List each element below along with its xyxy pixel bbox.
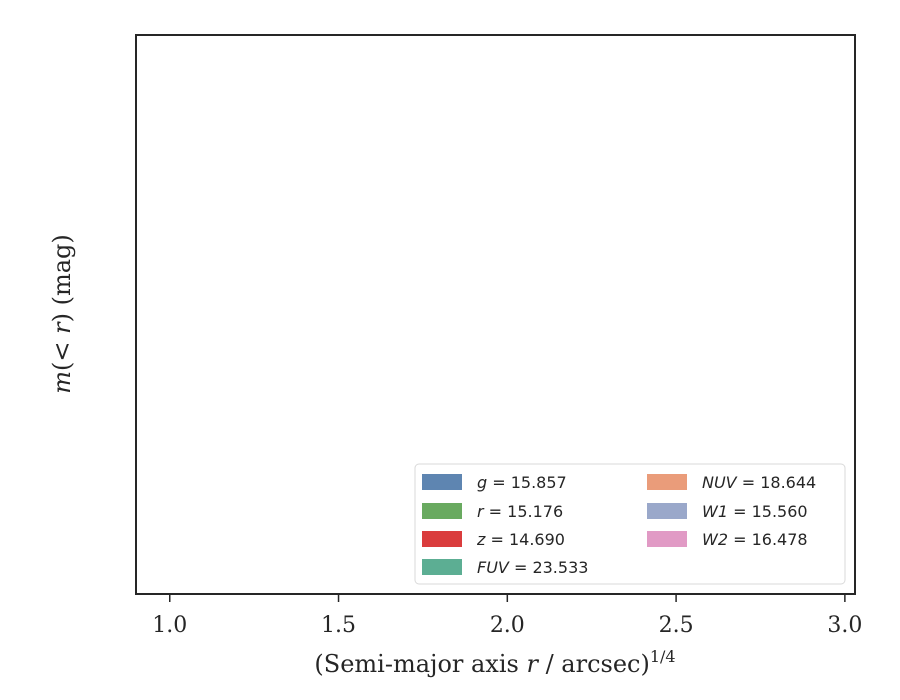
legend-label: z = 14.690 [476,530,565,549]
legend-label: W1 = 15.560 [702,502,808,521]
legend-label: NUV = 18.644 [702,473,816,492]
plot-frame [135,34,856,595]
x-tick-label: 3.0 [827,613,862,638]
y-axis-title: m(< r) (mag) [48,234,76,394]
x-tick-label: 2.5 [659,613,694,638]
legend-swatch [422,559,462,575]
x-tick-label: 1.5 [321,613,356,638]
legend-label: FUV = 23.533 [477,558,588,577]
legend-swatch [422,531,462,547]
legend-label: g = 15.857 [477,473,567,492]
legend-swatch [422,474,462,490]
legend-label: W2 = 16.478 [702,530,808,549]
legend-swatch [647,503,687,519]
x-tick-label: 1.0 [152,613,187,638]
legend-box [414,463,846,585]
legend-swatch [647,474,687,490]
legend-label: r = 15.176 [477,502,563,521]
legend-swatch [647,531,687,547]
legend: g = 15.857 r = 15.176 z = 14.690 FUV = 23.5… [414,463,846,585]
x-tick-label: 2.0 [490,613,525,638]
x-axis-title: (Semi-major axis r / arcsec)1/4 [314,647,675,678]
legend-swatch [422,503,462,519]
x-axis: 1.0 1.5 2.0 2.5 3.0 [152,594,862,638]
